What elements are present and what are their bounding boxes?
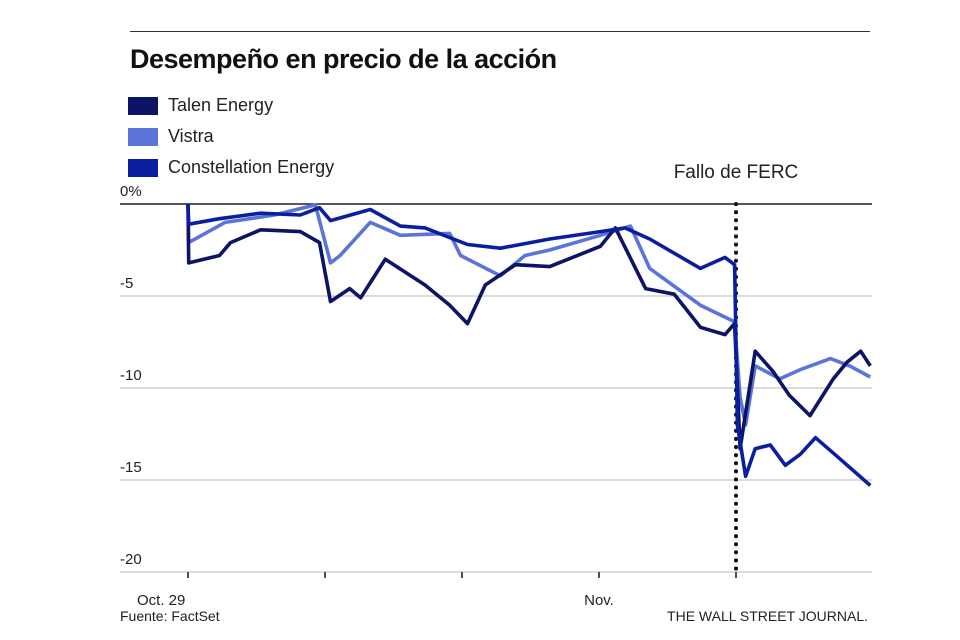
series-line-talen-energy bbox=[186, 203, 872, 451]
top-rule bbox=[130, 31, 870, 32]
y-tick-label: -10 bbox=[120, 367, 142, 384]
publisher-credit: THE WALL STREET JOURNAL. bbox=[667, 608, 868, 624]
legend-swatch-constellation bbox=[128, 158, 158, 177]
chart-title: Desempeño en precio de la acción bbox=[130, 44, 557, 74]
legend: Talen Energy Vistra Constellation Energy bbox=[128, 90, 334, 183]
legend-item-constellation: Constellation Energy bbox=[128, 152, 334, 183]
y-tick-label: -15 bbox=[120, 459, 142, 476]
legend-label-constellation: Constellation Energy bbox=[168, 157, 335, 177]
series-line-vistra bbox=[186, 203, 872, 427]
y-tick-label: -20 bbox=[120, 551, 142, 568]
ferc-annotation-label: Fallo de FERC bbox=[674, 162, 799, 183]
y-tick-label: 0% bbox=[120, 183, 142, 200]
series-line-constellation-energy bbox=[186, 203, 872, 487]
y-tick-label: -5 bbox=[120, 275, 133, 292]
legend-label-vistra: Vistra bbox=[168, 126, 214, 146]
source-note: Fuente: FactSet bbox=[120, 608, 220, 624]
legend-item-talen: Talen Energy bbox=[128, 90, 334, 121]
legend-label-talen: Talen Energy bbox=[168, 95, 274, 115]
legend-swatch-talen bbox=[128, 96, 158, 115]
legend-item-vistra: Vistra bbox=[128, 121, 334, 152]
x-tick-label: Oct. 29 bbox=[137, 592, 185, 609]
legend-swatch-vistra bbox=[128, 127, 158, 146]
x-tick-label: Nov. bbox=[584, 592, 614, 609]
